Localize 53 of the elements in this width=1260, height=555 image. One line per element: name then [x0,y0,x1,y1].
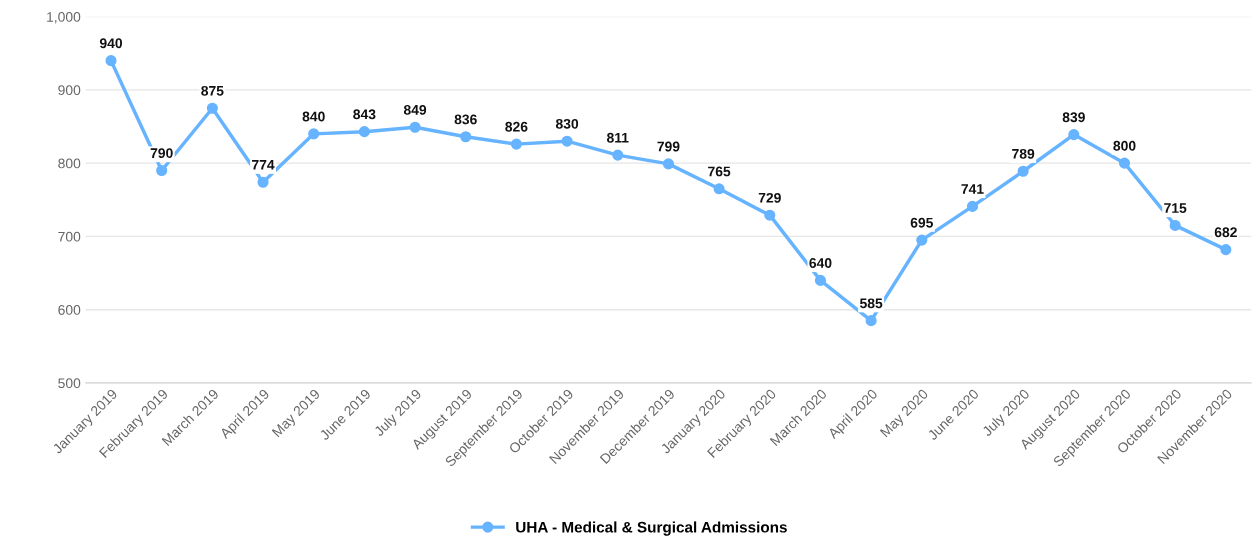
point [460,131,472,143]
point [409,121,421,133]
point [612,149,624,161]
point [814,274,827,286]
point [561,135,573,147]
point [916,234,928,246]
data-label: 849 [403,104,427,115]
point [1017,165,1029,177]
point [510,138,522,150]
data-label: 741 [961,184,984,194]
data-label: 843 [353,109,376,120]
data-label: 774 [252,160,275,170]
data-label: 811 [606,132,629,143]
point [865,315,877,327]
data-label: 682 [1214,227,1237,238]
point [1118,157,1131,169]
point [1169,219,1181,231]
point [105,55,117,67]
data-label: 830 [555,118,579,129]
point [1068,129,1080,141]
legend-label: UHA - Medical & Surgical Admissions [516,521,787,536]
data-label: 799 [657,141,680,152]
y-tick-label: 600 [58,305,81,315]
point [308,128,320,140]
data-label: 839 [1062,112,1085,123]
data-label: 715 [1164,203,1187,213]
data-label: 840 [302,111,325,122]
data-label: 789 [1012,148,1035,159]
point [1220,244,1232,256]
y-tick-label: 700 [58,231,81,242]
point [358,126,370,138]
data-label: 640 [809,258,832,268]
point [662,158,674,170]
data-label: 875 [201,85,224,96]
point [713,183,725,195]
point [764,209,776,221]
y-tick-label: 500 [58,378,81,389]
point [156,164,168,177]
data-label: 790 [150,148,173,159]
data-label: 765 [708,166,731,177]
y-tick-label: 900 [58,85,81,96]
data-label: 585 [859,298,883,309]
data-label: 729 [758,192,781,203]
point [257,176,269,188]
data-label: 826 [505,121,528,132]
data-label: 695 [910,217,933,228]
data-label: 836 [454,114,477,125]
point [206,102,218,114]
data-label: 940 [99,38,123,49]
y-tick-label: 1,000 [47,11,81,24]
y-tick-label: 800 [58,158,81,169]
point [966,200,979,212]
data-label: 800 [1113,140,1136,151]
